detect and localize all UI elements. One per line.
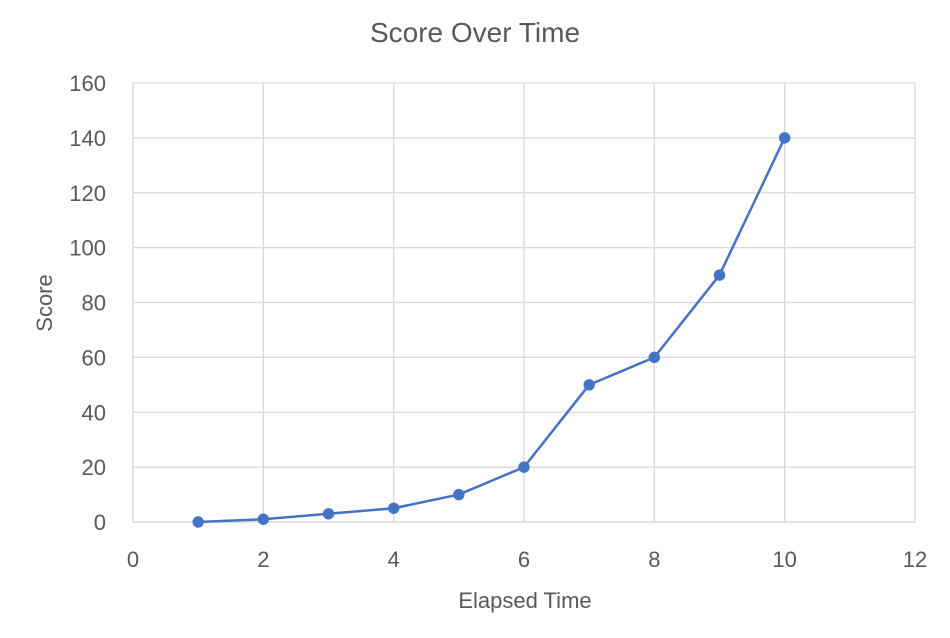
tick-labels: 0 20 40 60 80 100 120 140 160 0 2 4 6 8 10 12 xyxy=(69,71,927,572)
y-axis-label: Score xyxy=(32,274,57,331)
x-tick-label: 8 xyxy=(648,547,660,572)
x-tick-label: 10 xyxy=(772,547,796,572)
y-tick-label: 100 xyxy=(69,236,106,261)
x-tick-label: 12 xyxy=(903,547,927,572)
x-tick-label: 6 xyxy=(518,547,530,572)
data-point xyxy=(583,379,595,391)
x-tick-label: 2 xyxy=(257,547,269,572)
y-tick-label: 60 xyxy=(82,345,106,370)
y-tick-label: 140 xyxy=(69,126,106,151)
x-tick-label: 0 xyxy=(127,547,139,572)
series-line xyxy=(196,136,786,524)
chart-title: Score Over Time xyxy=(370,17,580,48)
data-point xyxy=(387,502,400,514)
y-tick-label: 160 xyxy=(69,71,106,96)
data-point xyxy=(648,351,661,364)
data-point xyxy=(518,461,530,473)
x-axis-label: Elapsed Time xyxy=(458,588,591,613)
series xyxy=(192,132,791,528)
data-point xyxy=(192,516,204,528)
y-tick-label: 80 xyxy=(82,291,106,316)
data-point xyxy=(453,488,465,501)
data-point xyxy=(322,508,335,520)
data-point xyxy=(713,269,726,281)
y-tick-label: 120 xyxy=(69,181,106,206)
data-point xyxy=(257,513,270,525)
data-point xyxy=(778,132,791,144)
x-tick-label: 4 xyxy=(388,547,400,572)
y-tick-label: 20 xyxy=(82,455,106,480)
gridlines xyxy=(133,82,916,522)
y-tick-label: 40 xyxy=(82,400,106,425)
y-tick-label: 0 xyxy=(94,510,106,535)
